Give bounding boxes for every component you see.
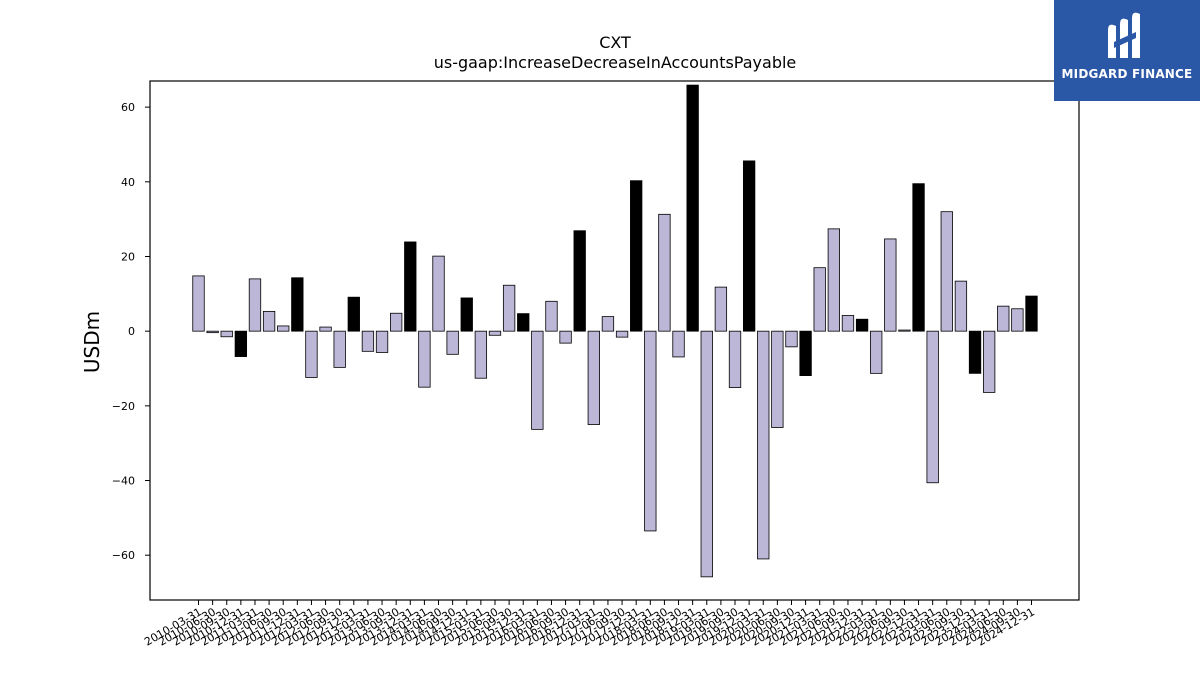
x-axis: 2010-03-312010-06-302010-09-302010-12-31… <box>142 600 1037 649</box>
y-tick-label: −60 <box>112 549 135 562</box>
bar <box>305 330 318 378</box>
bar <box>771 330 784 428</box>
bars-group <box>192 84 1038 578</box>
y-tick-label: 40 <box>121 176 135 189</box>
bar <box>277 325 290 332</box>
bar <box>898 329 911 332</box>
bar <box>658 213 671 332</box>
bar <box>502 284 516 332</box>
bar <box>291 277 304 332</box>
bar <box>672 330 685 358</box>
bar <box>531 330 544 430</box>
bar <box>319 326 332 332</box>
bar <box>757 330 770 560</box>
bar <box>615 330 629 338</box>
midgard-logo-icon <box>1108 12 1140 59</box>
bar <box>390 312 403 332</box>
bar <box>1011 308 1024 332</box>
bar <box>361 330 375 352</box>
bar <box>912 183 925 332</box>
bar <box>234 330 248 357</box>
bar <box>785 330 798 348</box>
bar <box>347 296 360 332</box>
bar <box>601 316 615 332</box>
bar <box>884 238 897 332</box>
bar <box>644 330 657 532</box>
bar <box>827 228 840 332</box>
bar <box>813 267 826 332</box>
bar <box>333 330 346 368</box>
bar <box>206 330 219 334</box>
logo-name: MIDGARD FINANCE <box>1061 67 1193 81</box>
y-tick-label: 60 <box>121 101 135 114</box>
bar <box>630 180 643 332</box>
bar <box>573 230 586 332</box>
bar <box>460 297 473 332</box>
bar <box>375 330 389 353</box>
bar <box>799 330 812 377</box>
bar <box>432 255 445 332</box>
bar <box>559 330 572 344</box>
plot-frame <box>149 80 1080 601</box>
bar <box>714 286 728 332</box>
bar <box>418 330 431 388</box>
bar <box>587 330 600 425</box>
chart-subtitle: us-gaap:IncreaseDecreaseInAccountsPayabl… <box>434 53 797 72</box>
y-tick-label: 20 <box>121 250 135 263</box>
y-tick-label: −20 <box>112 400 135 413</box>
bar <box>742 160 756 332</box>
bar <box>192 275 205 332</box>
bar <box>446 330 459 355</box>
bar <box>517 313 530 332</box>
bar <box>728 330 742 388</box>
chart-title: CXT <box>599 33 631 52</box>
y-axis: −60 −40 −20 0 20 40 60 <box>112 101 150 562</box>
bar <box>248 278 262 332</box>
bar <box>1025 295 1038 332</box>
bar <box>545 300 558 332</box>
bar <box>474 330 488 379</box>
bar <box>997 305 1010 332</box>
bar <box>404 241 417 332</box>
bar <box>926 330 939 484</box>
bar <box>220 330 233 338</box>
bar <box>262 310 276 332</box>
logo-badge: MIDGARD FINANCE <box>1054 0 1200 101</box>
bar <box>968 330 982 374</box>
bar <box>686 84 699 332</box>
bar <box>700 330 713 578</box>
bar <box>841 315 855 332</box>
bar <box>870 330 883 374</box>
bar <box>488 330 502 336</box>
bar <box>940 211 953 332</box>
y-axis-label: USDm <box>80 311 104 373</box>
y-tick-label: 0 <box>128 325 135 338</box>
bar <box>855 318 869 332</box>
y-tick-label: −40 <box>112 475 135 488</box>
bar <box>982 330 996 393</box>
bar <box>954 280 968 332</box>
